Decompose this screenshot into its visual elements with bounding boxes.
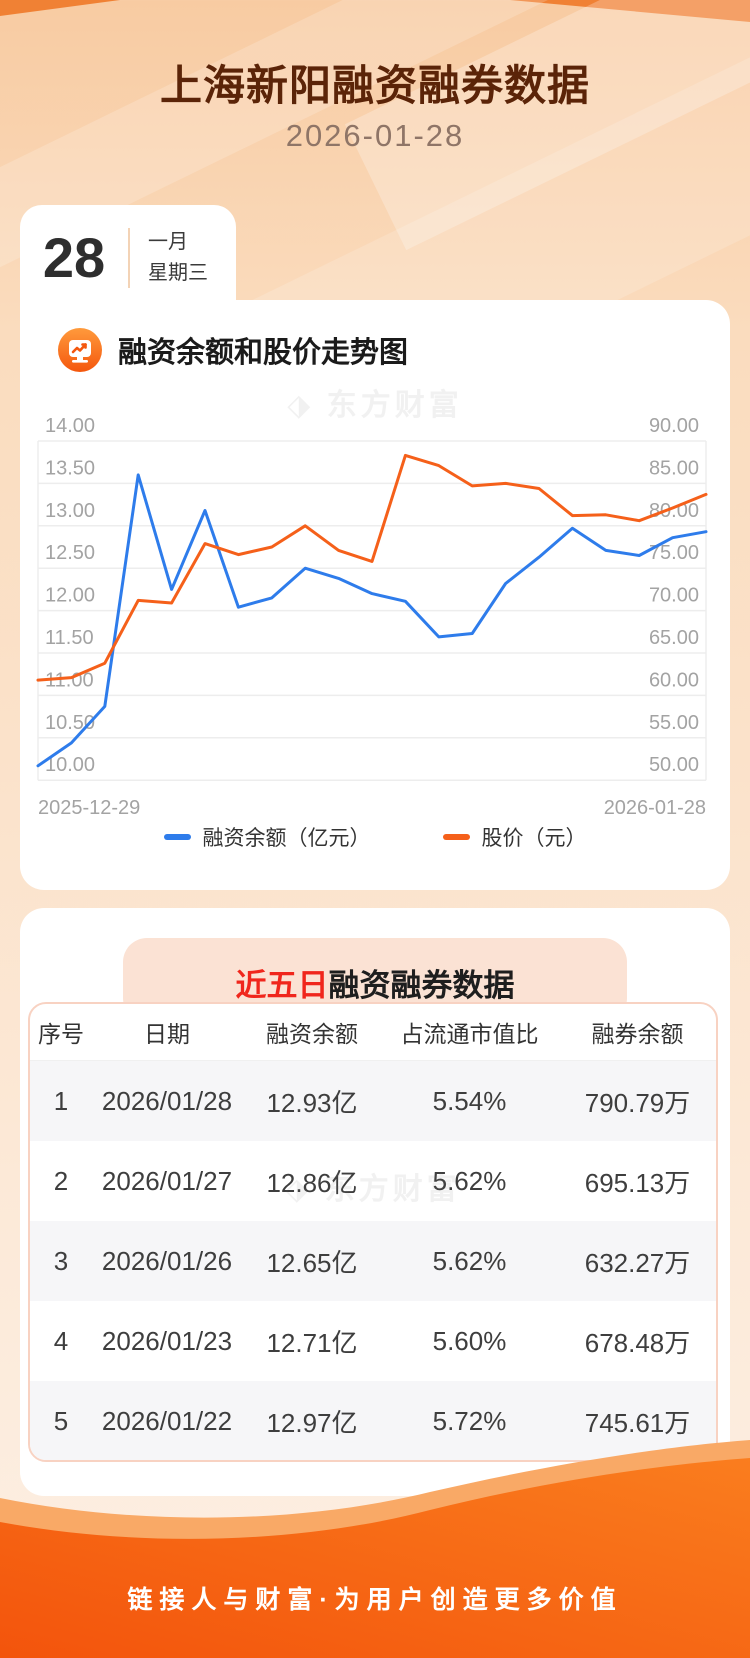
left-axis-tick: 13.50 bbox=[45, 457, 95, 479]
legend-item: 融资余额（亿元） bbox=[163, 822, 371, 852]
calendar-month: 一月 bbox=[148, 230, 188, 253]
right-axis-tick: 70.00 bbox=[649, 585, 699, 607]
legend-label: 融资余额（亿元） bbox=[202, 827, 371, 850]
line-chart: 14.00 90.00 13.50 85.00 13.00 80.00 12.50 75.00… bbox=[36, 415, 708, 819]
legend-item: 股价（元） bbox=[442, 822, 587, 852]
table-cell: 5.60% bbox=[432, 1325, 507, 1356]
x-axis-start-label: 2025-12-29 bbox=[38, 797, 140, 819]
table-column-header: 序号 bbox=[38, 1021, 84, 1047]
legend-dash-icon bbox=[442, 834, 470, 840]
footer: 链接人与财富·为用户创造更多价值 bbox=[0, 1440, 750, 1658]
table-row: 5 2026/01/22 12.97亿 5.72% 745.61万 bbox=[30, 1381, 716, 1460]
calendar-card: 28 一月 星期三 bbox=[20, 205, 236, 310]
series-line bbox=[36, 473, 708, 768]
table-cell: 745.61万 bbox=[584, 1407, 691, 1438]
calendar-divider bbox=[128, 227, 130, 288]
table-cell: 1 bbox=[53, 1085, 69, 1116]
table-cell: 2026/01/26 bbox=[101, 1245, 233, 1276]
right-axis-tick: 55.00 bbox=[649, 712, 699, 734]
legend-dash-icon bbox=[163, 834, 191, 840]
table-cell: 790.79万 bbox=[584, 1087, 691, 1118]
table-row: 4 2026/01/23 12.71亿 5.60% 678.48万 bbox=[30, 1301, 716, 1381]
table-cell: 2026/01/22 bbox=[101, 1405, 233, 1436]
page-date: 2026-01-28 bbox=[285, 118, 465, 153]
table-cell: 12.97亿 bbox=[266, 1407, 358, 1438]
left-axis-tick: 12.00 bbox=[45, 585, 95, 607]
table-title-highlight: 近五日 bbox=[235, 968, 329, 1003]
table-cell: 2026/01/23 bbox=[101, 1325, 233, 1356]
data-table: 序号 日期 融资余额 占流通市值比 融券余额 1 2026/01/28 12.93亿 5.54… bbox=[28, 1002, 718, 1462]
table-panel: 近五日融资融券数据 序号 日期 融资余额 占流通市值比 融券余额 1 2026/01/28… bbox=[20, 908, 730, 1496]
page-title: 上海新阳融资融券数据 bbox=[159, 62, 590, 109]
table-column-header: 日期 bbox=[144, 1021, 190, 1047]
right-axis-tick: 85.00 bbox=[649, 457, 699, 479]
legend-label: 股价（元） bbox=[481, 827, 587, 850]
table-cell: 2026/01/27 bbox=[101, 1165, 233, 1196]
right-axis-tick: 65.00 bbox=[649, 627, 699, 649]
table-cell: 5 bbox=[53, 1405, 69, 1436]
series-line bbox=[36, 453, 708, 682]
table-cell: 5.62% bbox=[432, 1245, 507, 1276]
table-cell: 12.86亿 bbox=[266, 1167, 358, 1198]
chart-legend: 融资余额（亿元） 股价（元） bbox=[20, 822, 730, 852]
table-cell: 3 bbox=[53, 1245, 69, 1276]
table-cell: 4 bbox=[53, 1325, 69, 1356]
table-cell: 2 bbox=[53, 1165, 69, 1196]
table-cell: 12.71亿 bbox=[266, 1327, 358, 1358]
table-header-row: 序号 日期 融资余额 占流通市值比 融券余额 bbox=[30, 1004, 716, 1061]
left-axis-tick: 12.50 bbox=[45, 542, 95, 564]
footer-slogan: 链接人与财富·为用户创造更多价值 bbox=[127, 1586, 623, 1614]
left-axis-tick: 10.50 bbox=[45, 712, 95, 734]
table-row: 2 2026/01/27 12.86亿 5.62% 695.13万 bbox=[30, 1141, 716, 1221]
table-cell: 5.62% bbox=[432, 1165, 507, 1196]
right-axis-tick: 90.00 bbox=[649, 415, 699, 437]
left-axis-tick: 13.00 bbox=[45, 500, 95, 522]
corner-decoration-left bbox=[0, 0, 120, 16]
chart-panel: 融资余额和股价走势图 ⬗ 东方财富 14.00 90.00 13.50 85.00 13… bbox=[20, 300, 730, 890]
table-cell: 5.72% bbox=[432, 1405, 507, 1436]
table-cell: 5.54% bbox=[432, 1085, 507, 1116]
table-cell: 632.27万 bbox=[584, 1247, 691, 1278]
right-axis-tick: 80.00 bbox=[649, 500, 699, 522]
footer-wave bbox=[0, 1440, 750, 1658]
right-axis-tick: 50.00 bbox=[649, 754, 699, 776]
table-column-header: 占流通市值比 bbox=[400, 1021, 539, 1047]
table-column-header: 融资余额 bbox=[266, 1021, 358, 1047]
right-axis-tick: 60.00 bbox=[649, 669, 699, 691]
table-cell: 695.13万 bbox=[584, 1167, 691, 1198]
x-axis-end-label: 2026-01-28 bbox=[604, 797, 706, 819]
left-axis-tick: 10.00 bbox=[45, 754, 95, 776]
chart-monitor-icon bbox=[58, 328, 102, 372]
table-cell: 678.48万 bbox=[584, 1327, 691, 1358]
table-title-rest: 融资融券数据 bbox=[328, 968, 515, 1003]
table-cell: 2026/01/28 bbox=[101, 1085, 233, 1116]
right-axis-tick: 75.00 bbox=[649, 542, 699, 564]
calendar-weekday: 星期三 bbox=[148, 261, 208, 284]
table-cell: 12.65亿 bbox=[266, 1247, 358, 1278]
table-row: 1 2026/01/28 12.93亿 5.54% 790.79万 bbox=[30, 1061, 716, 1141]
calendar-day: 28 bbox=[42, 226, 106, 289]
table-column-header: 融券余额 bbox=[591, 1021, 684, 1047]
table-row: 3 2026/01/26 12.65亿 5.62% 632.27万 bbox=[30, 1221, 716, 1301]
left-axis-tick: 14.00 bbox=[45, 415, 95, 437]
table-cell: 12.93亿 bbox=[266, 1087, 358, 1118]
chart-section-title: 融资余额和股价走势图 bbox=[118, 337, 409, 369]
left-axis-tick: 11.50 bbox=[45, 627, 94, 649]
